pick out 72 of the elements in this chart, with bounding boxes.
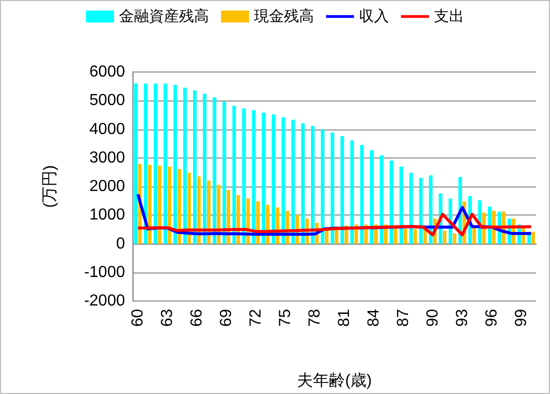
bar xyxy=(360,144,364,244)
x-axis-title: 夫年齢(歳) xyxy=(297,372,372,390)
legend-label: 金融資産残高 xyxy=(119,8,209,25)
bar xyxy=(340,136,344,244)
bar xyxy=(404,228,408,244)
bar xyxy=(148,164,152,244)
y-axis-title: (万円) xyxy=(42,165,58,208)
x-tick-label: 60 xyxy=(129,308,146,327)
y-tick-label: 6000 xyxy=(89,64,126,80)
bar xyxy=(350,140,354,244)
bar xyxy=(154,83,158,244)
x-tick-label: 81 xyxy=(336,308,353,327)
bar xyxy=(164,83,168,244)
bar xyxy=(262,112,266,244)
line-series xyxy=(136,212,533,236)
bar xyxy=(301,123,305,244)
x-tick-label: 87 xyxy=(394,308,412,327)
bar xyxy=(144,83,148,244)
bar xyxy=(183,88,187,244)
x-tick-label: 96 xyxy=(483,308,500,327)
bar xyxy=(330,132,334,244)
legend-label: 支出 xyxy=(434,8,464,25)
bar xyxy=(320,129,324,244)
bar xyxy=(452,233,456,244)
y-tick-label: -1000 xyxy=(84,264,126,281)
bar xyxy=(282,117,286,244)
y-tick-label: 1000 xyxy=(89,206,126,224)
y-tick-label: 2000 xyxy=(89,178,126,195)
bar xyxy=(158,166,162,244)
bar xyxy=(423,228,427,244)
bar xyxy=(178,169,182,244)
bar xyxy=(380,155,384,244)
y-tick-label: 0 xyxy=(116,235,126,252)
bar xyxy=(134,83,138,244)
bar xyxy=(413,228,417,244)
bar xyxy=(311,126,315,244)
bar xyxy=(242,108,246,244)
bar xyxy=(370,150,374,244)
bar xyxy=(212,97,216,244)
x-tick-label: 63 xyxy=(158,308,176,327)
bar xyxy=(202,94,206,244)
bar xyxy=(193,90,197,244)
x-tick-label: 69 xyxy=(218,308,235,327)
x-tick-label: 90 xyxy=(424,308,442,327)
y-tick-label: 3000 xyxy=(89,149,126,166)
x-tick-label: 72 xyxy=(247,308,264,327)
bar xyxy=(187,172,191,244)
bar xyxy=(173,84,177,244)
x-tick-label: 99 xyxy=(512,308,530,327)
bar xyxy=(291,120,295,244)
legend-label: 現金残高 xyxy=(254,8,314,25)
bar xyxy=(222,101,226,244)
x-tick-label: 93 xyxy=(454,308,471,327)
bar xyxy=(531,232,535,244)
y-tick-label: -2000 xyxy=(84,292,126,310)
bar xyxy=(272,114,276,244)
bar xyxy=(419,178,423,244)
bar xyxy=(399,166,404,244)
x-tick-label: 84 xyxy=(365,308,382,327)
y-tick-label: 5000 xyxy=(89,92,126,110)
bar xyxy=(409,172,413,244)
bar xyxy=(252,110,256,244)
bar xyxy=(472,228,476,244)
x-tick-label: 78 xyxy=(306,308,324,327)
bar xyxy=(442,230,446,244)
x-tick-label: 75 xyxy=(276,308,294,327)
bar xyxy=(168,166,172,244)
x-tick-label: 66 xyxy=(188,308,206,327)
y-tick-label: 4000 xyxy=(89,120,126,138)
bar xyxy=(390,160,394,244)
legend-label: 収入 xyxy=(359,8,389,25)
bar xyxy=(232,106,236,244)
